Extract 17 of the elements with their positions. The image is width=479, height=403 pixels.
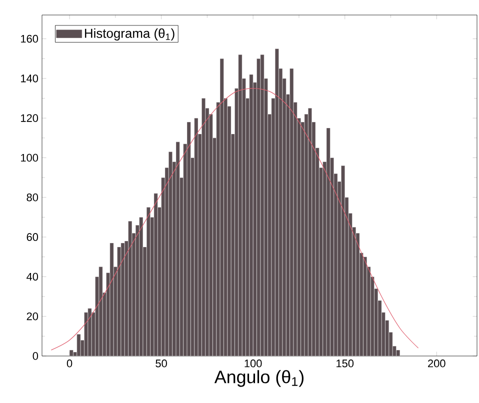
line-series [50, 88, 419, 350]
y-tick-label: 0 [32, 352, 38, 360]
x-tick-label: 150 [336, 360, 354, 368]
y-tick-label: 60 [26, 233, 38, 241]
x-tick-label: 100 [244, 360, 262, 368]
x-axis-title: Angulo (θ$_{1}$) [214, 370, 304, 387]
y-tick-label: 160 [21, 34, 38, 43]
legend-label: Histograma (θ$_{1}$) [85, 28, 174, 40]
x-tick-label: 0 [66, 360, 72, 368]
y-tick-label: 80 [26, 194, 38, 202]
x-tick-label: 50 [156, 360, 167, 368]
y-tick-label: 20 [26, 312, 38, 320]
x-tick-label: 200 [428, 360, 446, 368]
y-tick-label: 140 [21, 74, 38, 82]
y-tick-label: 100 [21, 154, 38, 162]
y-tick-label: 40 [26, 272, 38, 281]
y-tick-label: 120 [21, 114, 38, 122]
